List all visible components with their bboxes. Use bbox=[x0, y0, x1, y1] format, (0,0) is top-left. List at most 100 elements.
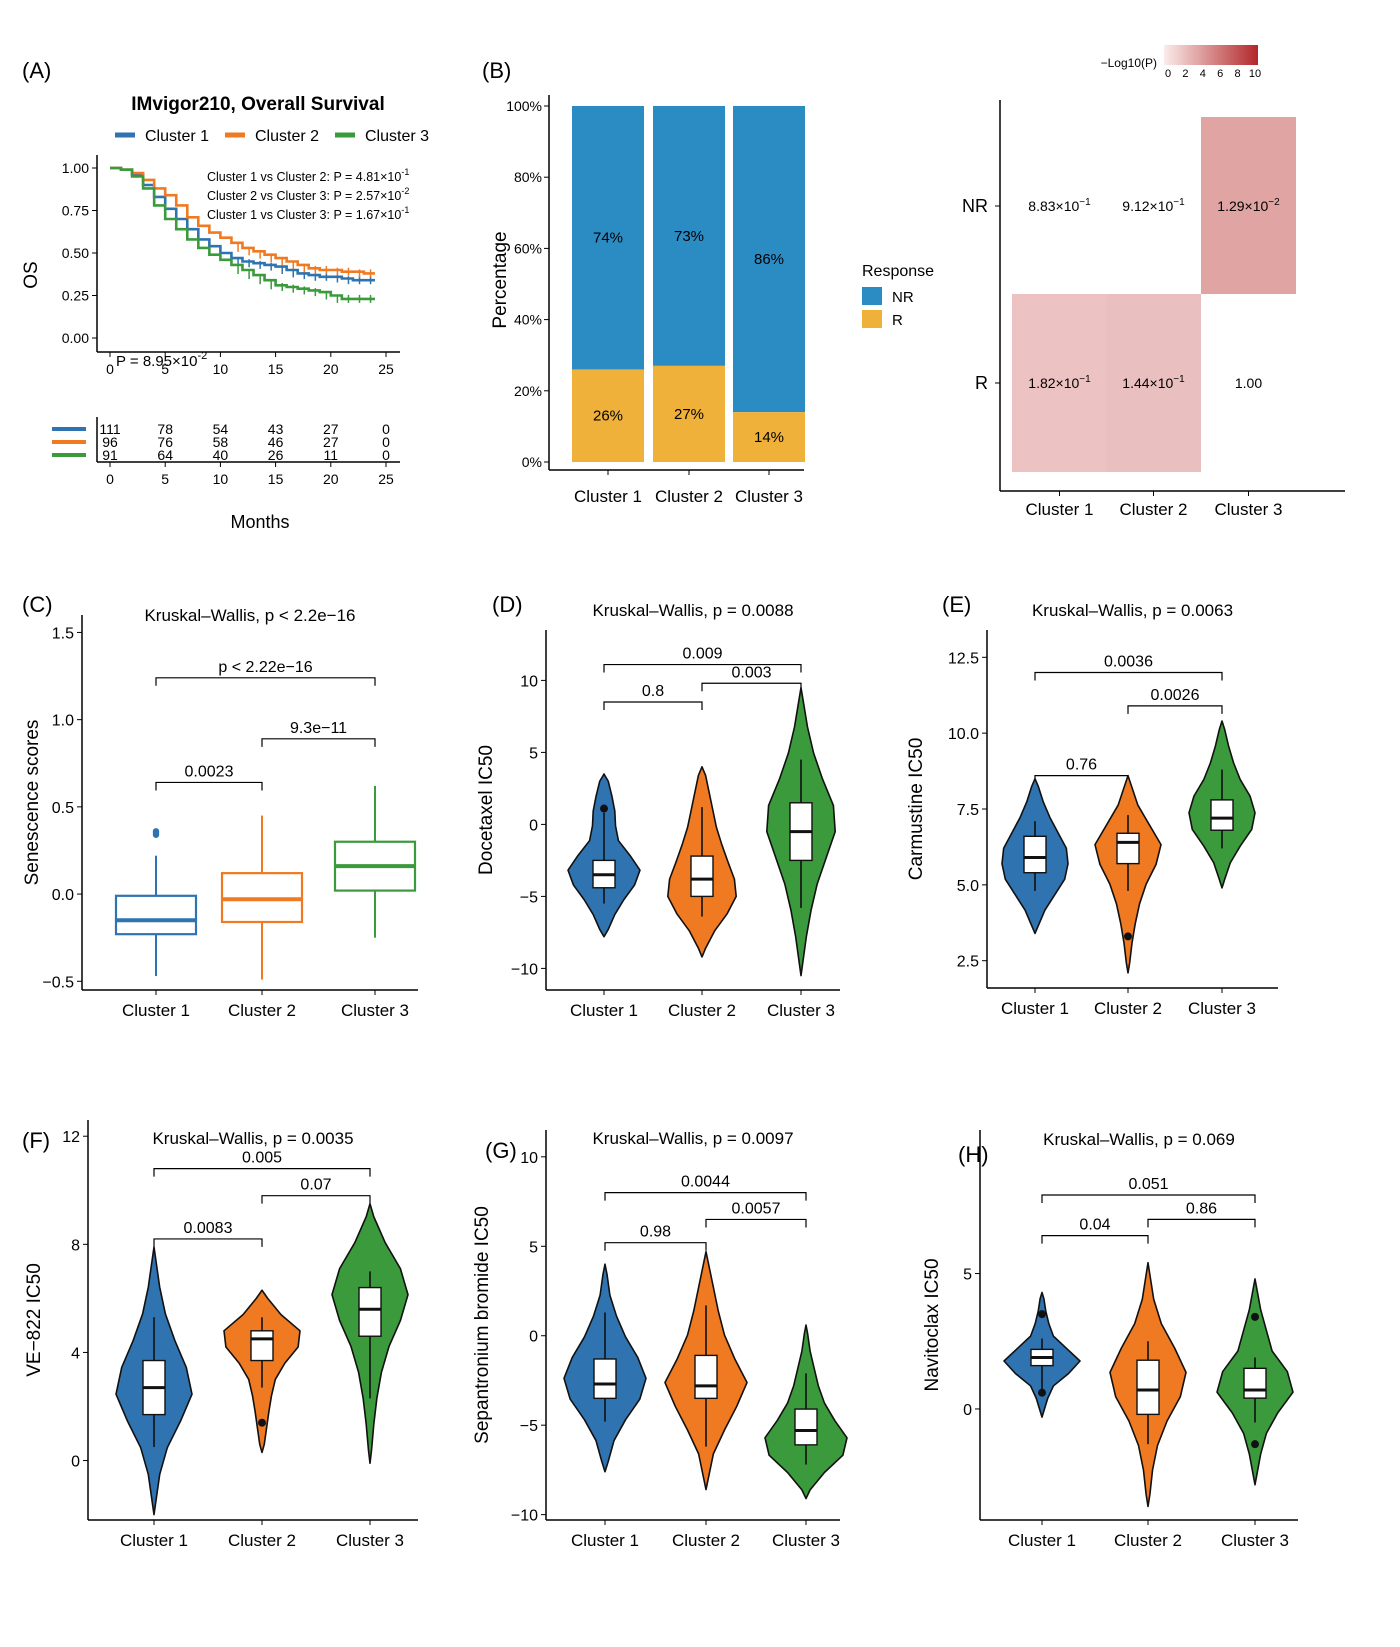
comparison-p-value: 0.051 bbox=[1128, 1176, 1168, 1193]
risk-table-count: 40 bbox=[213, 447, 229, 463]
response-legend-title: Response bbox=[862, 263, 934, 280]
comparison-p-value: 0.04 bbox=[1079, 1217, 1110, 1234]
x-tick-label: Cluster 1 bbox=[571, 1531, 639, 1550]
y-axis-label: Docetaxel IC50 bbox=[476, 745, 497, 875]
box-outlier bbox=[152, 828, 160, 835]
km-y-tick-label: 0.50 bbox=[62, 245, 89, 261]
kruskal-wallis-label: Kruskal–Wallis, p = 0.0063 bbox=[1032, 601, 1233, 620]
heatmap-cell-label: 1.44×10−1 bbox=[1122, 374, 1185, 391]
comparison-p-value: 0.0083 bbox=[184, 1220, 233, 1237]
heatmap-col-label: Cluster 1 bbox=[1025, 500, 1093, 519]
violin-box bbox=[1116, 832, 1140, 865]
x-tick-label: Cluster 1 bbox=[122, 1001, 190, 1020]
heatmap-legend-tick: 0 bbox=[1165, 68, 1171, 80]
comparison-bracket bbox=[1147, 1218, 1256, 1228]
comparison-bracket bbox=[1041, 1194, 1256, 1203]
heatmap-cell bbox=[1106, 294, 1201, 472]
y-tick-label: 10.0 bbox=[948, 726, 979, 743]
risk-table-count: 26 bbox=[268, 447, 284, 463]
bar-y-tick-label: 80% bbox=[514, 169, 542, 185]
comparison-p-value: 0.86 bbox=[1186, 1200, 1217, 1217]
y-tick-label: 5.0 bbox=[957, 878, 979, 895]
bar-r-label: 14% bbox=[754, 429, 784, 446]
heatmap-cell bbox=[1012, 294, 1107, 472]
y-tick-label: 8 bbox=[71, 1237, 80, 1254]
legend-swatch-nr bbox=[862, 287, 882, 305]
panel-tag-c: (C) bbox=[22, 592, 53, 617]
violin-box bbox=[250, 1330, 274, 1362]
y-tick-label: −5 bbox=[520, 889, 538, 906]
heatmap-cell-label: 9.12×10−1 bbox=[1122, 197, 1185, 214]
heatmap-cell-label: 1.29×10−2 bbox=[1217, 197, 1280, 214]
panel-tag-f: (F) bbox=[22, 1128, 50, 1153]
x-tick-label: Cluster 2 bbox=[228, 1001, 296, 1020]
annotation-c1-vs-c2: Cluster 1 vs Cluster 2: P = 4.81×10-1 bbox=[207, 167, 409, 184]
violin-outlier bbox=[1038, 1388, 1046, 1397]
y-tick-label: 5 bbox=[529, 745, 538, 762]
y-tick-label: 0 bbox=[529, 817, 538, 834]
legend-label-cluster-3: Cluster 3 bbox=[365, 128, 429, 145]
y-tick-label: 12.5 bbox=[948, 650, 979, 667]
comparison-p-value: 0.0026 bbox=[1151, 687, 1200, 704]
bar-r-label: 26% bbox=[593, 408, 623, 425]
km-x-tick-label: 5 bbox=[161, 361, 169, 377]
legend-label-cluster-2: Cluster 2 bbox=[255, 128, 319, 145]
comparison-bracket bbox=[261, 1195, 371, 1204]
comparison-bracket bbox=[153, 1168, 371, 1177]
bar-x-tick-label: Cluster 3 bbox=[735, 487, 803, 506]
heatmap-cell bbox=[1201, 294, 1296, 472]
km-x-tick-label: 0 bbox=[106, 361, 114, 377]
heatmap-cell bbox=[1201, 117, 1296, 295]
heatmap-col-label: Cluster 2 bbox=[1119, 500, 1187, 519]
violin-outlier bbox=[1038, 1310, 1046, 1319]
comparison-p-value: 0.003 bbox=[731, 664, 771, 681]
y-tick-label: 0 bbox=[529, 1329, 538, 1346]
risk-table-count: 54 bbox=[213, 421, 229, 437]
comparison-bracket bbox=[701, 682, 802, 692]
risk-table-count: 111 bbox=[99, 421, 120, 437]
risk-table-count: 46 bbox=[268, 434, 284, 450]
violin-outlier bbox=[1251, 1440, 1259, 1449]
heatmap-legend-tick: 10 bbox=[1249, 68, 1261, 80]
comparison-bracket bbox=[705, 1218, 807, 1228]
violin-box bbox=[1023, 835, 1047, 874]
heatmap-legend-title: −Log10(P) bbox=[1101, 56, 1157, 70]
comparison-bracket bbox=[1127, 705, 1223, 714]
annotation-c2-vs-c3: Cluster 2 vs Cluster 3: P = 2.57×10-2 bbox=[207, 186, 409, 203]
x-tick-label: Cluster 2 bbox=[668, 1001, 736, 1020]
risk-x-tick-label: 15 bbox=[268, 471, 284, 487]
comparison-p-value: 0.76 bbox=[1066, 757, 1097, 774]
y-tick-label: 0 bbox=[963, 1402, 972, 1419]
bar-nr-label: 73% bbox=[674, 228, 704, 245]
bar-y-tick-label: 60% bbox=[514, 240, 542, 256]
x-tick-label: Cluster 2 bbox=[672, 1531, 740, 1550]
risk-x-tick-label: 5 bbox=[161, 471, 169, 487]
km-x-tick-label: 20 bbox=[323, 361, 339, 377]
comparison-bracket bbox=[155, 677, 376, 686]
comparison-bracket bbox=[603, 701, 703, 710]
comparison-p-value: 0.8 bbox=[642, 683, 664, 700]
y-tick-label: 10 bbox=[520, 1150, 538, 1167]
y-axis-label: Carmustine IC50 bbox=[906, 738, 927, 881]
km-y-tick-label: 0.75 bbox=[62, 203, 89, 219]
bar-r-1 bbox=[572, 369, 644, 462]
risk-table-count: 58 bbox=[213, 434, 229, 450]
panel-tag-a: (A) bbox=[22, 58, 51, 83]
violin-box bbox=[358, 1286, 382, 1337]
y-axis-label: VE−822 IC50 bbox=[24, 1263, 45, 1377]
y-tick-label: 1.5 bbox=[52, 625, 74, 642]
bar-x-tick-label: Cluster 1 bbox=[574, 487, 642, 506]
survival-ylabel: OS bbox=[21, 261, 42, 288]
bar-nr-label: 74% bbox=[593, 230, 623, 247]
comparison-bracket bbox=[155, 781, 263, 791]
y-tick-label: 1.0 bbox=[52, 713, 74, 730]
violin-outlier bbox=[258, 1418, 266, 1427]
risk-table-count: 11 bbox=[324, 447, 339, 463]
violin-outlier bbox=[1124, 932, 1132, 941]
y-tick-label: 0.0 bbox=[52, 887, 74, 904]
legend-swatch-r bbox=[862, 310, 882, 328]
comparison-bracket bbox=[604, 1242, 707, 1251]
violin-outlier bbox=[1251, 1312, 1259, 1321]
x-tick-label: Cluster 1 bbox=[1001, 999, 1069, 1018]
